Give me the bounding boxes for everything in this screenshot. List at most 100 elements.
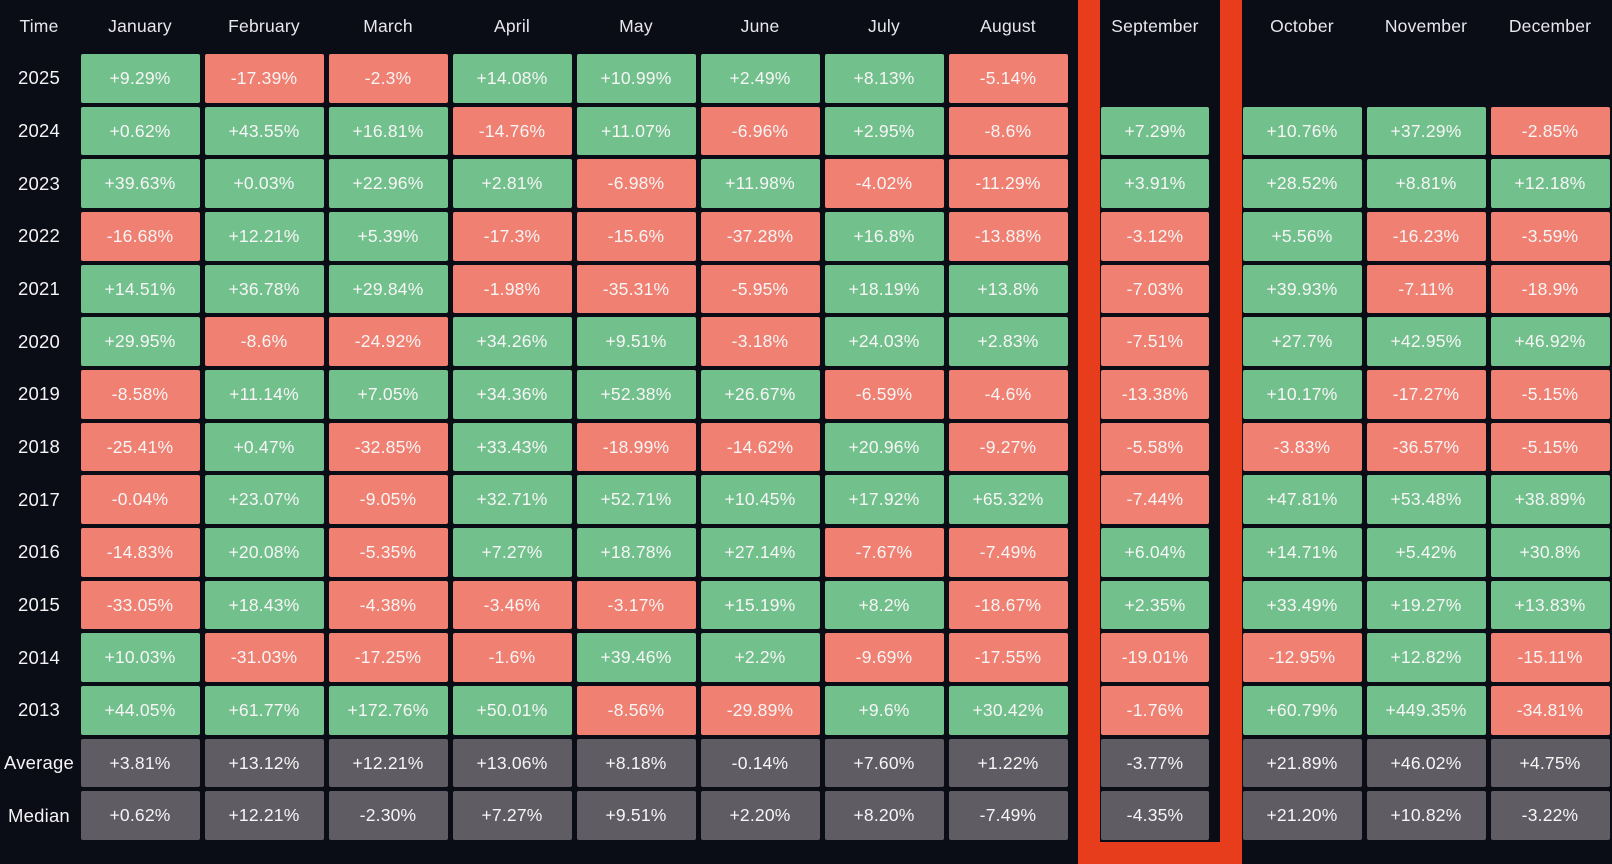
cell-2018-june: -14.62%: [700, 422, 820, 472]
column-header-may: May: [619, 15, 653, 36]
cell-2020-june: -3.18%: [700, 317, 820, 367]
cell-2017-january: -0.04%: [80, 475, 200, 525]
cell-2015-may: -3.17%: [576, 580, 696, 630]
cell-2021-july: +18.19%: [824, 264, 944, 314]
table-row-2024: 2024 +0.62% +43.55% +16.81% -14.76% +11.07% -6…: [0, 105, 1612, 158]
cell-2022-july: +16.8%: [824, 212, 944, 261]
cell-2016-october: +14.71%: [1242, 528, 1362, 577]
cell-2019-july: -6.59%: [824, 370, 944, 419]
cell-2016-may: +18.78%: [576, 528, 696, 577]
row-label-2016: 2016: [18, 541, 60, 563]
table-row-2016: 2016 -14.83% +20.08% -5.35% +7.27% +18.78% +27…: [0, 526, 1612, 579]
cell-2014-december: -15.11%: [1490, 633, 1610, 683]
cell-2015-april: -3.46%: [452, 580, 572, 630]
cell-2020-april: +34.26%: [452, 317, 572, 367]
cell-2015-february: +18.43%: [204, 580, 324, 630]
cell-2021-october: +39.93%: [1242, 264, 1362, 314]
table-row-2022: 2022 -16.68% +12.21% +5.39% -17.3% -15.6% -37.…: [0, 210, 1612, 263]
row-label-2019: 2019: [18, 383, 60, 405]
column-header-march: March: [363, 15, 413, 36]
row-label-average: Average: [4, 752, 74, 774]
cell-2023-december: +12.18%: [1490, 159, 1610, 209]
cell-2021-march: +29.84%: [328, 264, 448, 314]
cell-2013-august: +30.42%: [948, 686, 1068, 735]
cell-2014-november: +12.82%: [1366, 633, 1486, 683]
cell-2015-august: -18.67%: [948, 580, 1068, 630]
cell-2013-january: +44.05%: [80, 686, 200, 735]
cell-2018-october: -3.83%: [1242, 422, 1362, 472]
cell-2017-july: +17.92%: [824, 475, 944, 525]
table-body: 2025 +9.29% -17.39% -2.3% +14.08% +10.99% +2.4…: [0, 52, 1612, 842]
cell-2025-december: [1491, 54, 1610, 103]
cell-2020-august: +2.83%: [948, 317, 1068, 367]
cell-2017-february: +23.07%: [204, 475, 324, 525]
cell-2024-december: -2.85%: [1490, 106, 1610, 156]
cell-average-april: +13.06%: [452, 738, 572, 788]
cell-2017-december: +38.89%: [1490, 475, 1610, 525]
table-row-2021: 2021 +14.51% +36.78% +29.84% -1.98% -35.31% -5…: [0, 263, 1612, 316]
cell-2021-january: +14.51%: [80, 264, 200, 314]
cell-2022-december: -3.59%: [1490, 212, 1610, 261]
table-row-2015: 2015 -33.05% +18.43% -4.38% -3.46% -3.17% +15.…: [0, 579, 1612, 632]
cell-2013-february: +61.77%: [204, 686, 324, 735]
cell-2024-june: -6.96%: [700, 106, 820, 156]
cell-2019-march: +7.05%: [328, 370, 448, 419]
cell-2015-july: +8.2%: [824, 580, 944, 630]
cell-2015-january: -33.05%: [80, 580, 200, 630]
cell-2024-april: -14.76%: [452, 106, 572, 156]
cell-2020-july: +24.03%: [824, 317, 944, 367]
cell-2017-august: +65.32%: [948, 475, 1068, 525]
cell-2014-june: +2.2%: [700, 633, 820, 683]
table-row-2025: 2025 +9.29% -17.39% -2.3% +14.08% +10.99% +2.4…: [0, 52, 1612, 105]
cell-2014-january: +10.03%: [80, 633, 200, 683]
cell-2022-may: -15.6%: [576, 212, 696, 261]
row-label-2018: 2018: [18, 436, 60, 458]
cell-2025-june: +2.49%: [700, 54, 820, 103]
table-row-average: Average +3.81% +13.12% +12.21% +13.06% +8.18%…: [0, 737, 1612, 790]
cell-2022-march: +5.39%: [328, 212, 448, 261]
cell-2016-january: -14.83%: [80, 528, 200, 577]
cell-average-march: +12.21%: [328, 738, 448, 788]
cell-2018-may: -18.99%: [576, 422, 696, 472]
cell-average-august: +1.22%: [948, 738, 1068, 788]
cell-2024-february: +43.55%: [204, 106, 324, 156]
cell-2021-august: +13.8%: [948, 264, 1068, 314]
cell-2020-december: +46.92%: [1490, 317, 1610, 367]
cell-2019-october: +10.17%: [1242, 370, 1362, 419]
cell-2024-september: +7.29%: [1101, 106, 1209, 156]
cell-2020-november: +42.95%: [1366, 317, 1486, 367]
cell-average-september: -3.77%: [1101, 738, 1209, 788]
column-header-january: January: [108, 15, 172, 36]
cell-2023-may: -6.98%: [576, 159, 696, 209]
cell-2019-february: +11.14%: [204, 370, 324, 419]
cell-2023-july: -4.02%: [824, 159, 944, 209]
cell-median-september: -4.35%: [1101, 791, 1209, 841]
cell-2018-september: -5.58%: [1101, 422, 1209, 472]
cell-median-november: +10.82%: [1366, 791, 1486, 841]
cell-2024-august: -8.6%: [948, 106, 1068, 156]
cell-average-february: +13.12%: [204, 738, 324, 788]
row-label-2021: 2021: [18, 278, 60, 300]
cell-2014-may: +39.46%: [576, 633, 696, 683]
cell-2023-march: +22.96%: [328, 159, 448, 209]
cell-2020-march: -24.92%: [328, 317, 448, 367]
cell-2021-june: -5.95%: [700, 264, 820, 314]
cell-2014-august: -17.55%: [948, 633, 1068, 683]
cell-median-july: +8.20%: [824, 791, 944, 841]
cell-2017-november: +53.48%: [1366, 475, 1486, 525]
cell-2013-june: -29.89%: [700, 686, 820, 735]
cell-2025-october: [1243, 54, 1362, 103]
cell-2016-june: +27.14%: [700, 528, 820, 577]
row-label-2022: 2022: [18, 225, 60, 247]
cell-median-february: +12.21%: [204, 791, 324, 841]
cell-2023-february: +0.03%: [204, 159, 324, 209]
cell-2023-september: +3.91%: [1101, 159, 1209, 209]
cell-2022-august: -13.88%: [948, 212, 1068, 261]
cell-2022-november: -16.23%: [1366, 212, 1486, 261]
cell-average-january: +3.81%: [80, 738, 200, 788]
cell-2013-november: +449.35%: [1366, 686, 1486, 735]
cell-2022-april: -17.3%: [452, 212, 572, 261]
cell-2018-january: -25.41%: [80, 422, 200, 472]
cell-2015-september: +2.35%: [1101, 580, 1209, 630]
cell-2015-june: +15.19%: [700, 580, 820, 630]
